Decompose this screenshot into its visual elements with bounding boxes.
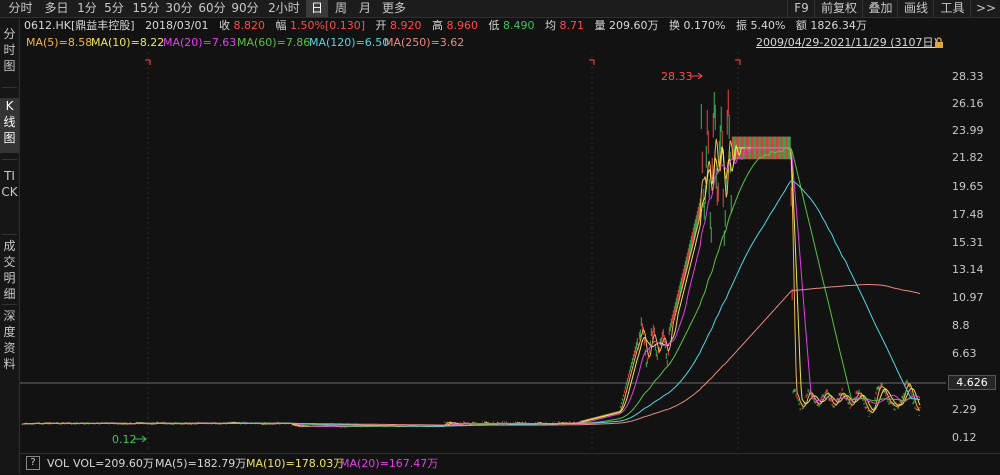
tab-divider	[2, 159, 17, 160]
timeframe-tab[interactable]: 日	[306, 0, 328, 17]
stock-name: 0612.HK[鼎益丰控股]	[24, 19, 135, 32]
current-price-tag: 4.626	[948, 375, 996, 390]
high-arrow	[690, 72, 703, 80]
volume-indicator: MA(10)=178.03万	[246, 457, 345, 470]
toolbar: 分时 多日 1分 5分 15分 30分 60分 90分 2小时日周月更多 F9 前复权 叠加 画线 工具…	[0, 0, 1000, 18]
price-tick-label: 28.33	[952, 70, 984, 83]
toolbar-button[interactable]: 工具	[933, 0, 971, 17]
tab-divider	[2, 87, 17, 88]
timeframe-tab[interactable]: 周	[334, 1, 347, 15]
ma-line	[21, 144, 921, 428]
price-tick-label: 15.31	[952, 236, 984, 249]
avg-price: 均 8.71	[545, 19, 584, 32]
quote-date: 2018/03/01	[145, 19, 209, 32]
volume-bar: ? VOL VOL=209.60万 MA(5)=182.79万 MA(10)=178.…	[20, 453, 1000, 475]
period-marker	[145, 59, 151, 65]
timeframe-tab[interactable]: 更多	[381, 1, 406, 15]
toolbar-button[interactable]: F9	[787, 0, 815, 17]
price-tick-label: 17.48	[952, 208, 984, 221]
volume-value: 量 209.60万	[594, 19, 659, 32]
view-tab[interactable]: 深度资料	[3, 309, 16, 371]
ma-line	[21, 180, 921, 427]
toolbar-button[interactable]: >>	[970, 0, 1000, 17]
period-marker	[589, 59, 595, 65]
timeframe-tab[interactable]: 月	[358, 1, 371, 15]
price-tick-label: 6.63	[952, 347, 977, 360]
high-price: 高 8.960	[432, 19, 478, 32]
timeframe-tab[interactable]: 1分	[77, 1, 97, 15]
date-range[interactable]: 2009/04/29-2021/11/29 (3107日)	[756, 36, 938, 49]
high-annotation: 28.33	[661, 70, 693, 83]
ma-legend-item: MA(250)=3.62	[384, 36, 465, 49]
ma-legend-item: MA(20)=7.63	[163, 36, 237, 49]
ma-legend-item: MA(5)=8.58	[26, 36, 93, 49]
ma-line	[21, 145, 921, 428]
view-sidebar: 分时图 K线图 TICK 成交明细深度资料	[0, 18, 20, 474]
price-tick-label: 0.12	[952, 431, 977, 444]
volume-indicator: MA(5)=182.79万	[155, 457, 247, 470]
close-price: 收 8.820	[218, 19, 265, 32]
view-tab[interactable]: 成交明细	[3, 239, 16, 301]
toolbar-button[interactable]: 前复权	[814, 0, 863, 17]
timeframe-tab[interactable]: 分时	[8, 1, 33, 15]
price-tick-label: 10.97	[952, 291, 984, 304]
low-annotation: 0.12	[112, 433, 137, 446]
low-price: 低 8.490	[488, 19, 535, 32]
view-tab[interactable]: TICK	[1, 169, 18, 199]
timeframe-tab[interactable]: 90分	[231, 1, 259, 15]
ma-line	[21, 138, 920, 428]
tab-divider	[2, 234, 17, 235]
period-marker	[735, 59, 741, 65]
quote-info: 0612.HK[鼎益丰控股] 2018/03/01 收 8.820 幅 1.50…	[24, 18, 874, 34]
price-tick-label: 23.99	[952, 124, 984, 137]
tab-divider	[2, 304, 17, 305]
ma-legend-item: MA(60)=7.86	[237, 36, 311, 49]
price-chart[interactable]: 28.33 0.12	[20, 52, 946, 452]
price-tick-label: 26.16	[952, 97, 984, 110]
timeframe-tab[interactable]: 30分	[165, 1, 193, 15]
volume-indicator: VOL=209.60万	[73, 457, 154, 470]
price-tick-label: 2.29	[952, 403, 977, 416]
price-tick-label: 8.8	[952, 319, 970, 332]
price-tick-label: 13.14	[952, 263, 984, 276]
price-tick-label: 19.65	[952, 180, 984, 193]
turnover-value: 换 0.170%	[669, 19, 726, 32]
low-arrow	[134, 435, 147, 443]
timeframe-tab[interactable]: 5分	[104, 1, 124, 15]
question-icon[interactable]: ?	[26, 456, 40, 470]
ma-line	[21, 284, 921, 426]
amplitude-value: 振 5.40%	[735, 19, 786, 32]
volume-indicator: VOL	[47, 457, 70, 470]
open-price: 开 8.920	[375, 19, 422, 32]
timeframe-tab[interactable]: 2小时	[268, 1, 300, 15]
ma-legend-item: MA(120)=6.50	[309, 36, 390, 49]
ma-legend-item: MA(10)=8.22	[91, 36, 165, 49]
view-tab[interactable]: K线图	[0, 98, 19, 153]
timeframe-tab[interactable]: 多日	[44, 1, 69, 15]
volume-indicator: MA(20)=167.47万	[340, 457, 439, 470]
amount-value: 额 1826.34万	[795, 19, 867, 32]
view-tab[interactable]: 分时图	[3, 27, 16, 73]
timeframe-tab[interactable]: 15分	[132, 1, 160, 15]
lock-icon[interactable]	[934, 37, 944, 48]
change-value: 幅 1.50%[0.130]	[275, 19, 365, 32]
price-tick-label: 21.82	[952, 151, 984, 164]
toolbar-button[interactable]: 叠加	[862, 0, 898, 17]
timeframe-tab[interactable]: 60分	[198, 1, 226, 15]
toolbar-button[interactable]: 画线	[897, 0, 934, 17]
